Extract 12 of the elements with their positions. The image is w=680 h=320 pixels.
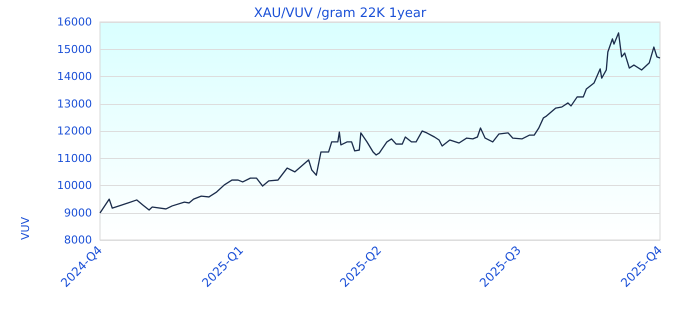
y-tick-label: 10000 [57,179,92,192]
y-tick-label: 11000 [57,152,92,165]
y-tick-label: 13000 [57,97,92,110]
y-tick-label: 16000 [57,16,92,28]
chart-title: XAU/VUV /gram 22K 1year [254,6,427,21]
y-tick-label: 15000 [57,42,92,56]
y-axis-title: VUV [19,216,32,240]
y-tick-label: 9000 [64,206,92,220]
y-tick-label: 8000 [64,234,92,246]
y-tick-label: 14000 [57,70,92,83]
line-series [99,32,661,214]
y-tick-label: 12000 [57,124,92,138]
